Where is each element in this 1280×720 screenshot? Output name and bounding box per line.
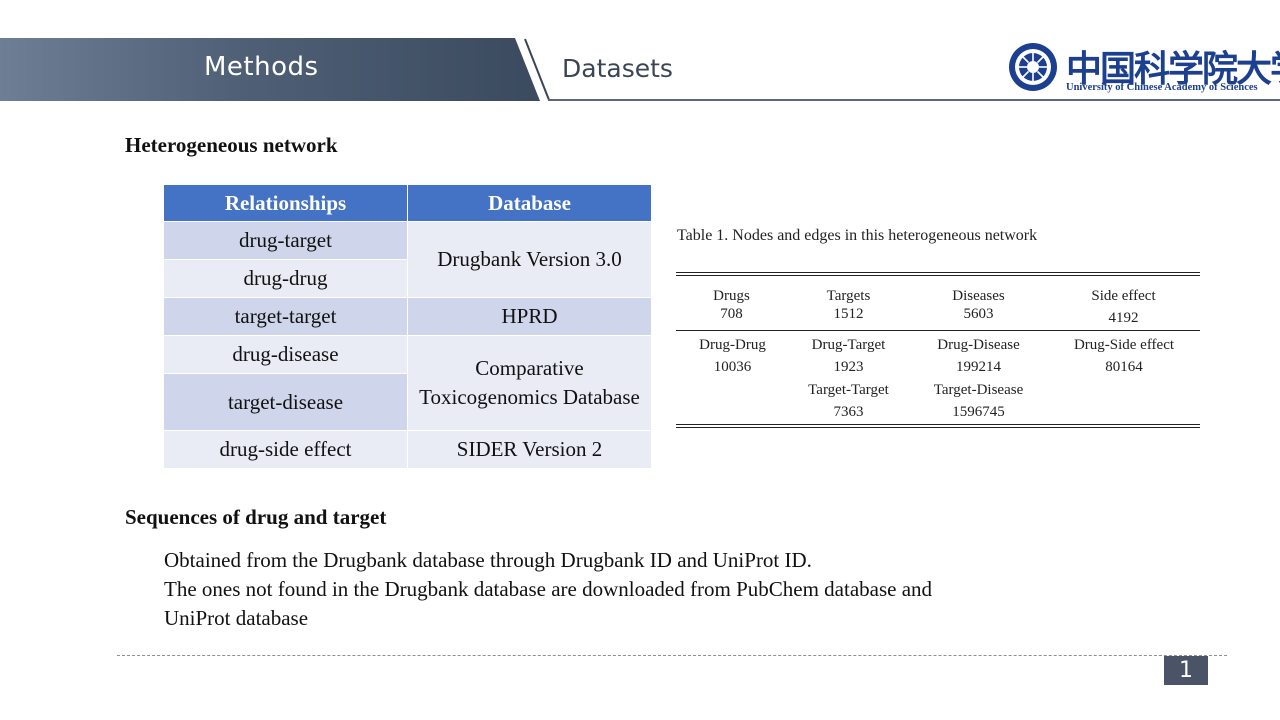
body-line: UniProt database [164,606,309,630]
db-hprd: HPRD [407,297,652,336]
rel-drug-disease: drug-disease [163,335,408,374]
table-row: target-disease [163,373,652,431]
header-rule [548,99,1280,101]
body-text: Obtained from the Drugbank database thro… [164,546,932,633]
edge-drug-target: Drug-Target 1923 [811,337,886,375]
heading-network: Heterogeneous network [125,133,338,157]
header-banner [0,38,540,101]
rel-drug-side-effect: drug-side effect [163,430,408,469]
table1-caption: Table 1. Nodes and edges in this heterog… [677,227,1038,244]
divider-slash [524,38,550,101]
edge-target-target: Target-Target 7363 [808,382,889,420]
table-row: drug-disease Comparative Toxicogenomics … [163,335,652,431]
header-relationships: Relationships [163,184,408,222]
db-ctd: Comparative Toxicogenomics Database [407,335,652,431]
table-row: drug-side effect SIDER Version 2 [163,430,652,469]
node-targets: Targets 1512 [826,288,871,322]
header-database: Database [407,184,652,222]
db-drugbank: Drugbank Version 3.0 [407,221,652,298]
edge-drug-drug: Drug-Drug 10036 [699,337,766,375]
table-row: target-target HPRD [163,297,652,336]
node-drugs: Drugs 708 [713,288,750,322]
edge-drug-disease: Drug-Disease 199214 [937,337,1020,375]
footer-divider [117,655,1227,656]
relationships-table: Relationships Database drug-target Drugb… [163,184,652,469]
section-title: Datasets [562,54,673,83]
db-sider: SIDER Version 2 [407,430,652,469]
body-line: Obtained from the Drugbank database thro… [164,548,812,572]
university-seal-icon [1009,43,1057,91]
rel-target-target: target-target [163,297,408,336]
table-row: drug-target Drugbank Version 3.0 [163,221,652,298]
rel-drug-drug: drug-drug [163,259,408,298]
heading-sequences: Sequences of drug and target [125,505,387,529]
logo-chinese-name: 中国科学院大学 [1066,48,1280,90]
logo-english-name: University of Chinese Academy of Science… [1066,82,1258,93]
node-diseases: Diseases 5603 [952,288,1005,322]
edge-drug-side-effect: Drug-Side effect 80164 [1073,337,1175,375]
table-header-row: Relationships Database [163,184,652,222]
rel-target-disease: target-disease [163,373,408,431]
page-number: 1 [1164,656,1208,685]
edge-target-disease: Target-Disease 1596745 [933,382,1024,420]
university-logo: 中国科学院大学 University of Chinese Academy of… [1008,40,1280,96]
banner-title: Methods [204,52,319,82]
rel-drug-target: drug-target [163,221,408,260]
node-side-effect: Side effect 4192 [1091,288,1156,326]
body-line: The ones not found in the Drugbank datab… [164,577,933,601]
table1: Drugs 708 Targets 1512 Diseases 5603 Side e… [676,272,1200,432]
